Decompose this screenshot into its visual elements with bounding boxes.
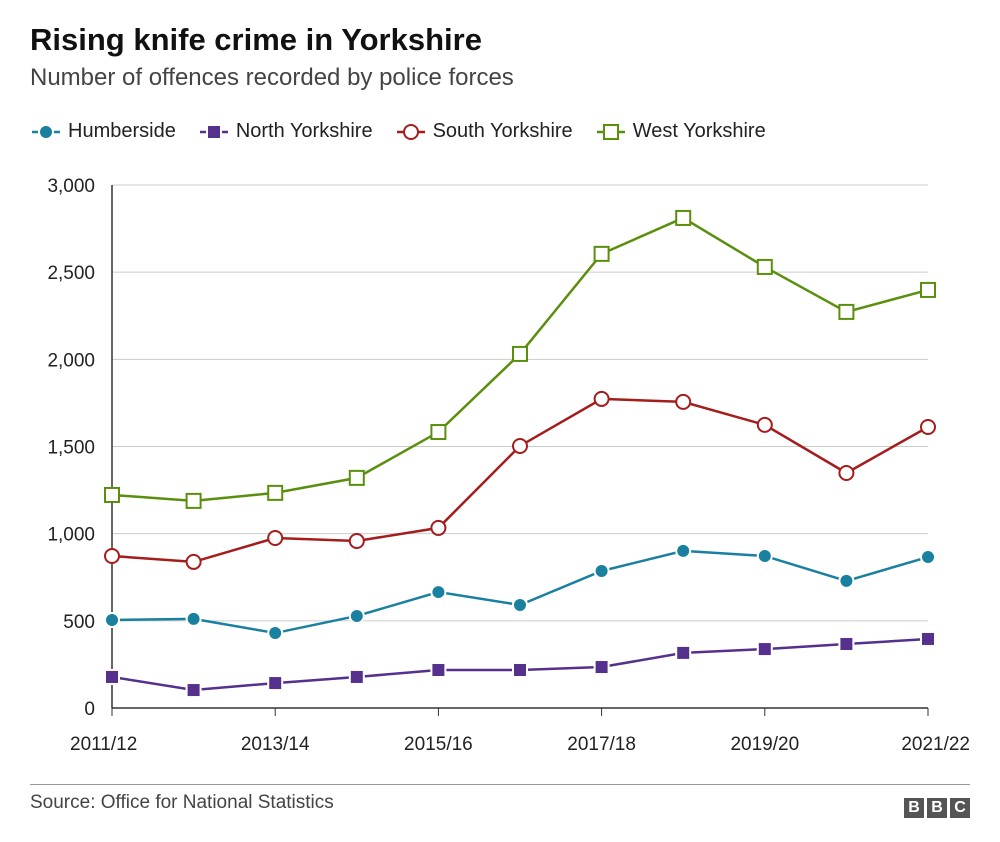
south-yorkshire-point [267, 530, 284, 547]
west-yorkshire-point [430, 424, 447, 441]
north-yorkshire-point [430, 661, 447, 678]
y-tick-label: 500 [63, 612, 95, 633]
south-yorkshire-point [348, 532, 365, 549]
south-yorkshire-point [920, 418, 936, 435]
humberside-point [920, 549, 936, 566]
chart-subtitle: Number of offences recorded by police fo… [30, 64, 514, 91]
north-yorkshire-point [512, 661, 528, 678]
y-tick-label: 1,500 [47, 438, 95, 459]
west-yorkshire-legend-marker-icon [596, 123, 625, 140]
west-yorkshire-point [756, 258, 773, 275]
y-tick-label: 0 [84, 699, 95, 720]
humberside-point [593, 562, 610, 579]
north-yorkshire-point [104, 668, 120, 685]
north-yorkshire-point [348, 668, 365, 685]
west-yorkshire-point [675, 209, 692, 226]
south-yorkshire-point [512, 437, 528, 454]
legend-item-north-yorkshire: North Yorkshire [198, 120, 373, 143]
south-yorkshire-legend-symbol [402, 123, 419, 140]
north-yorkshire-point [756, 641, 773, 658]
x-tick-label: 2013/14 [241, 734, 310, 755]
south-yorkshire-point [756, 416, 773, 433]
north-yorkshire-point [267, 675, 284, 692]
y-tick-label: 2,500 [47, 263, 95, 284]
legend-label: South Yorkshire [432, 120, 573, 142]
y-tick-label: 3,000 [47, 176, 95, 197]
chart-title: Rising knife crime in Yorkshire [30, 22, 482, 57]
x-tick-label: 2011/12 [70, 734, 137, 755]
humberside-point [430, 584, 447, 601]
footer-divider [30, 784, 970, 785]
west-yorkshire-point [185, 492, 202, 509]
legend-item-south-yorkshire: South Yorkshire [395, 120, 573, 143]
west-yorkshire-legend-symbol [602, 123, 619, 140]
west-yorkshire-point [348, 469, 365, 486]
legend-label: North Yorkshire [235, 120, 373, 142]
south-yorkshire-point [593, 390, 610, 407]
west-yorkshire-point [838, 303, 855, 320]
humberside-point [348, 607, 365, 624]
north-yorkshire-point [675, 644, 692, 661]
north-yorkshire-point [185, 682, 202, 699]
humberside-point [185, 610, 202, 627]
legend-label: West Yorkshire [632, 120, 766, 142]
north-yorkshire-legend-marker-icon [199, 123, 228, 140]
north-yorkshire-legend-symbol [205, 123, 222, 140]
legend: Humberside North Yorkshire South Yorkshire… [30, 120, 766, 143]
humberside-legend-marker-icon [32, 123, 60, 140]
west-yorkshire-point [920, 281, 936, 298]
south-yorkshire-point [104, 547, 120, 564]
x-tick-label: 2015/16 [404, 734, 473, 755]
west-yorkshire-point [267, 484, 284, 501]
west-yorkshire-point [512, 345, 528, 362]
legend-item-humberside: Humberside [30, 120, 176, 143]
south-yorkshire-point [430, 519, 447, 536]
legend-label: Humberside [68, 120, 176, 142]
x-tick-label: 2021/22 [901, 734, 970, 755]
humberside-point [512, 596, 528, 613]
south-yorkshire-legend-marker-icon [396, 123, 425, 140]
y-tick-label: 2,000 [47, 350, 95, 371]
humberside-point [675, 542, 692, 559]
legend-item-west-yorkshire: West Yorkshire [595, 120, 766, 143]
south-yorkshire-point [185, 553, 202, 570]
west-yorkshire-point [593, 245, 610, 262]
humberside-point [267, 625, 284, 642]
x-tick-label: 2019/20 [730, 734, 799, 755]
north-yorkshire-point [593, 659, 610, 676]
y-tick-label: 1,000 [47, 525, 95, 546]
humberside-point [756, 547, 773, 564]
south-yorkshire-point [838, 464, 855, 481]
south-yorkshire-point [675, 393, 692, 410]
humberside-point [104, 611, 120, 628]
north-yorkshire-point [920, 630, 936, 647]
north-yorkshire-point [838, 636, 855, 653]
x-tick-label: 2017/18 [567, 734, 636, 755]
south-yorkshire-line [111, 397, 929, 564]
humberside-legend-symbol [38, 123, 54, 140]
source-note: Source: Office for National Statistics [30, 792, 334, 813]
humberside-point [838, 572, 855, 589]
west-yorkshire-point [104, 486, 120, 503]
